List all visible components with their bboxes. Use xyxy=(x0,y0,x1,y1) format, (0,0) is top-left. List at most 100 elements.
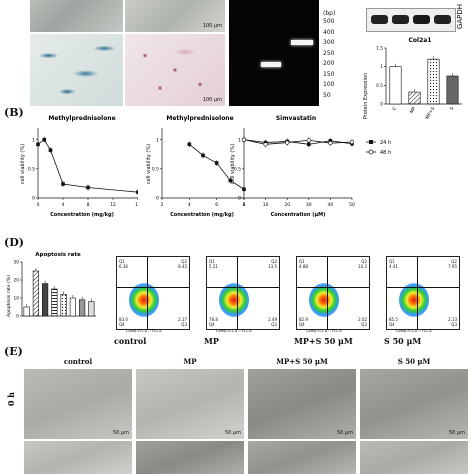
wound-healing-photo-row2 xyxy=(248,441,356,474)
chart3-ylabel: cell viability (%) xyxy=(230,144,236,184)
wound-healing-photo-row2 xyxy=(136,441,244,474)
legend-24h-marker xyxy=(369,140,373,144)
flow-q1-value: 6.36 xyxy=(119,264,128,269)
y-tick-label: 20 xyxy=(14,278,20,284)
wound-healing-photo-0h: 50 μm xyxy=(24,369,132,439)
flow-plot-label: control xyxy=(114,336,147,346)
flow-q1-value: 5.21 xyxy=(209,264,218,269)
flow-plot-3: Q1 Q2 Q4 Q3 4.88 10.2 82.9 2.02 Comp-FL1-A :: FL… xyxy=(284,252,370,352)
series-line-1 xyxy=(243,139,353,145)
chart1-xlabel: Concentration (mg/kg) xyxy=(50,212,114,218)
y-tick-label: 30 xyxy=(14,260,20,266)
flow-q2-value: 8.45 xyxy=(178,264,187,269)
data-point xyxy=(307,142,311,147)
wound-healing-photo-0h: 50 μm xyxy=(136,369,244,439)
x-tick-label: MP+S xyxy=(424,106,436,121)
data-point xyxy=(349,139,355,145)
x-tick-label: 50 xyxy=(349,202,355,208)
x-tick-label: 40 xyxy=(328,202,334,208)
cell-photo-phase-2: 100 μm xyxy=(125,0,225,32)
flow-q2-value: 13.5 xyxy=(268,264,277,269)
panel-e-col-header: S 50 μM xyxy=(397,357,431,366)
y-tick-label: 10 xyxy=(14,296,20,302)
panel-e-headers: control MP MP+S 50 μM S 50 μM xyxy=(24,357,474,369)
data-point xyxy=(241,137,247,142)
data-point xyxy=(228,178,233,183)
data-point xyxy=(201,153,205,158)
flow-axis-label: Comp-FL1-A :: FL1-A xyxy=(306,329,342,333)
gel-unit-label: (bp) xyxy=(323,10,336,17)
flow-q1-value: 4.88 xyxy=(299,264,308,269)
y-tick-label: 1 xyxy=(380,64,383,70)
y-tick-label: 0 xyxy=(32,196,35,202)
bar xyxy=(427,58,440,105)
data-point xyxy=(48,148,53,152)
flow-q4-value: 85.5 xyxy=(389,317,398,322)
wound-healing-photo-0h: 50 μm xyxy=(248,369,356,439)
chart1-ylabel: cell viability (%) xyxy=(20,144,26,184)
flow-q4-value: 82.9 xyxy=(299,317,308,322)
x-tick-label: 6 xyxy=(215,202,218,208)
data-point xyxy=(306,138,311,143)
x-tick-label: 0 xyxy=(243,202,246,208)
legend-48h-marker xyxy=(368,149,374,155)
flow-q3-value: 2.02 xyxy=(358,317,367,322)
data-point xyxy=(36,142,40,147)
flow-q1-value: 4.41 xyxy=(389,264,398,269)
flow-axis-label: Comp-FL1-A :: FL1-A xyxy=(126,329,162,333)
wound-healing-photo-0h: 50 μm xyxy=(360,369,468,439)
cell-photo-phase-1 xyxy=(30,0,123,32)
panel-e-col-header: MP xyxy=(183,357,197,366)
series-line-0 xyxy=(243,139,353,145)
gel-ladder-label: 50 xyxy=(323,91,331,99)
scale-bar-label: 50 μm xyxy=(224,430,241,436)
y-tick-label: 0 xyxy=(16,314,19,320)
col2a1-title: Col2a1 xyxy=(409,37,432,44)
viability-chart-simvastatin: Simvastatin cell viability (%) Concentra… xyxy=(230,115,391,218)
x-tick-label: 12 xyxy=(110,202,116,208)
gel-band-2 xyxy=(291,40,313,45)
flow-plot-label: MP+S 50 μM xyxy=(294,336,353,346)
x-tick-label: 30 xyxy=(306,202,312,208)
bar xyxy=(88,301,95,317)
flow-plot-2: Q1 Q2 Q4 Q3 5.21 13.5 78.8 2.49 Comp-FL1-A :: FL… xyxy=(194,252,280,352)
flow-plot-label: S 50 μM xyxy=(384,336,422,346)
series-line-0 xyxy=(37,139,138,193)
chart2-xlabel: Concentration (mg/kg) xyxy=(170,212,234,218)
data-point xyxy=(86,185,90,190)
bar xyxy=(446,75,459,105)
x-tick-label: C xyxy=(391,106,398,112)
gel-ladder-label: 250 xyxy=(323,49,335,57)
data-point xyxy=(214,161,219,165)
x-tick-label: S xyxy=(449,106,456,112)
panel-e-col-header: control xyxy=(63,357,93,366)
x-tick-label: 10 xyxy=(263,202,269,208)
panel-b-label: (B) xyxy=(4,106,24,119)
chart3-title: Simvastatin xyxy=(276,115,316,122)
scale-bar-label: 50 μm xyxy=(336,430,353,436)
flow-plot-label: MP xyxy=(204,336,219,346)
flow-q2-value: 10.2 xyxy=(358,264,367,269)
col2a1-ylabel: Protein Expression xyxy=(363,73,369,119)
flow-axis-label: Comp-FL1-A :: FL1-A xyxy=(396,329,432,333)
flow-q3-value: 2.17 xyxy=(178,317,187,322)
y-tick-label: 0 xyxy=(156,196,159,202)
x-tick-label: 20 xyxy=(284,202,290,208)
bar xyxy=(60,294,67,317)
legend-48h: 48 h xyxy=(380,150,391,156)
bar xyxy=(69,297,76,317)
x-tick-label: 0 xyxy=(37,202,40,208)
data-point xyxy=(187,142,192,147)
bar xyxy=(389,66,402,105)
x-tick-label: 4 xyxy=(62,202,65,208)
flow-axis-label: Comp-FL1-A :: FL1-A xyxy=(216,329,252,333)
y-tick-label: 0.5 xyxy=(376,83,383,89)
x-tick-label: 16 xyxy=(135,202,138,208)
gel-ladder-label: 200 xyxy=(323,60,335,67)
apoptosis-bar-chart: Apoptosis rate Apoptosis rate (%) 0 10 20 3… xyxy=(6,252,96,320)
gel-ladder-label: 300 xyxy=(323,39,335,46)
data-point xyxy=(285,140,290,145)
y-tick-label: 0 xyxy=(380,102,383,108)
scale-bar-label: 100 μm xyxy=(202,97,222,103)
y-tick-label: 0.5 xyxy=(234,166,241,172)
